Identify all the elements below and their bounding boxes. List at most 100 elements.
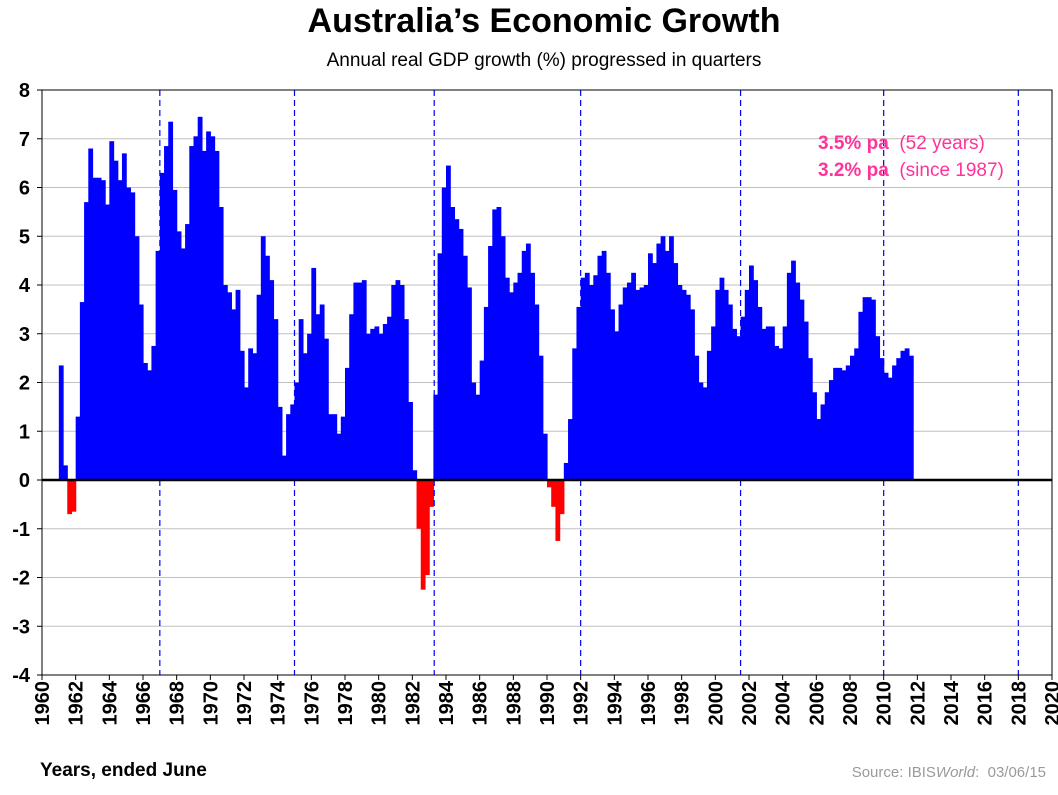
gdp-bar [875, 336, 881, 480]
gdp-bar [774, 345, 780, 480]
gdp-bar [770, 326, 775, 480]
gdp-bar [378, 333, 384, 480]
annotation-long-run-rate: 3.5% pa [818, 133, 889, 154]
gdp-bar [597, 255, 603, 480]
gdp-bar [727, 304, 733, 480]
gdp-bar [572, 348, 578, 480]
gdp-bar [319, 304, 325, 480]
gdp-bar [757, 306, 763, 480]
gdp-bar [778, 348, 784, 480]
gdp-bar [479, 360, 485, 480]
gdp-bar [610, 309, 615, 480]
gdp-bar [530, 272, 535, 480]
gdp-bar [130, 192, 136, 480]
gdp-bar [626, 282, 632, 480]
gdp-bar [206, 131, 211, 480]
gdp-bar [218, 207, 224, 480]
gdp-bar [332, 414, 338, 480]
gdp-bar [740, 316, 746, 480]
x-tick-label: 1996 [638, 681, 660, 726]
annotation-since-1987: 3.2% pa (since 1987) [818, 160, 1004, 182]
y-tick-label: 5 [19, 226, 30, 248]
x-tick-label: 2010 [874, 681, 896, 726]
source-date: 03/06/15 [987, 764, 1046, 781]
gdp-bar [395, 280, 401, 480]
gdp-bar [631, 272, 636, 480]
gdp-bar [702, 387, 708, 480]
gdp-bar [159, 172, 165, 480]
gdp-bar [307, 333, 312, 480]
gdp-bar [235, 289, 241, 480]
gdp-bar [559, 480, 565, 515]
gdp-bar [79, 302, 85, 480]
gdp-bar [172, 189, 178, 480]
gdp-bar [782, 326, 788, 480]
gdp-bar [837, 367, 843, 480]
gdp-bar [357, 282, 363, 480]
gdp-bar [151, 345, 157, 480]
gdp-bar [858, 311, 864, 480]
gdp-bar [260, 236, 266, 480]
gdp-bar [143, 363, 148, 480]
gdp-bar [336, 433, 342, 480]
gdp-bar [197, 116, 203, 480]
x-tick-labels: 1960 1962 1964 1966 1968 1970 1972 1974 1976 1978… [32, 680, 1058, 725]
gdp-bar [753, 280, 759, 480]
gdp-bar [517, 272, 523, 480]
gdp-bar [462, 255, 468, 480]
gdp-bar [660, 236, 666, 480]
gdp-bar [256, 294, 262, 480]
gdp-bar [635, 289, 641, 480]
gdp-bar [210, 136, 216, 480]
gdp-bar [555, 480, 561, 541]
axes [37, 89, 1053, 680]
gdp-bar [723, 289, 729, 480]
gdp-bar [109, 141, 115, 480]
gdp-bar [504, 277, 510, 480]
source-prefix: Source: IBIS [851, 764, 936, 781]
y-tick-label: -3 [12, 616, 30, 638]
x-tick-label: 1970 [200, 681, 222, 726]
gdp-bar [126, 187, 131, 480]
gdp-bar [185, 224, 190, 480]
gdp-bar [551, 480, 557, 507]
gdp-bar [542, 433, 548, 480]
gdp-bar [521, 250, 527, 480]
gdp-bar [302, 353, 308, 480]
gdp-bar [340, 416, 346, 480]
gdp-bar [467, 287, 472, 480]
gdp-bar [475, 394, 481, 480]
gdp-bar [248, 348, 254, 480]
y-tick-label: 7 [19, 129, 30, 151]
gdp-bar [391, 285, 397, 480]
gdp-bar [370, 328, 376, 480]
gdp-bar [664, 250, 670, 480]
x-tick-label: 1988 [503, 681, 525, 726]
y-tick-label: 1 [19, 421, 30, 443]
gdp-bar [841, 370, 847, 480]
gdp-bar [761, 328, 767, 480]
x-tick-label: 1994 [604, 680, 626, 725]
gdp-bar [795, 282, 801, 480]
gdp-bar [896, 358, 902, 480]
gdp-bar [584, 272, 590, 480]
x-tick-label: 2014 [941, 680, 963, 725]
gdp-bar [100, 180, 106, 480]
gdp-bar [374, 326, 380, 480]
gdp-bar [496, 207, 502, 480]
gdp-bar [690, 309, 695, 480]
gdp-bar [328, 414, 333, 480]
bar-series [58, 116, 914, 590]
gdp-bar [854, 348, 860, 480]
gdp-bar [71, 480, 77, 512]
gdp-bar [685, 294, 691, 480]
x-tick-label: 1960 [32, 681, 54, 726]
gdp-bar [298, 319, 304, 480]
gdp-bar [568, 419, 573, 480]
x-tick-label: 1964 [99, 680, 121, 725]
annotation-since-1987-period: (since 1987) [899, 160, 1004, 181]
gdp-bar [269, 280, 275, 480]
gdp-bar [121, 153, 127, 480]
gdp-bar [622, 287, 628, 480]
